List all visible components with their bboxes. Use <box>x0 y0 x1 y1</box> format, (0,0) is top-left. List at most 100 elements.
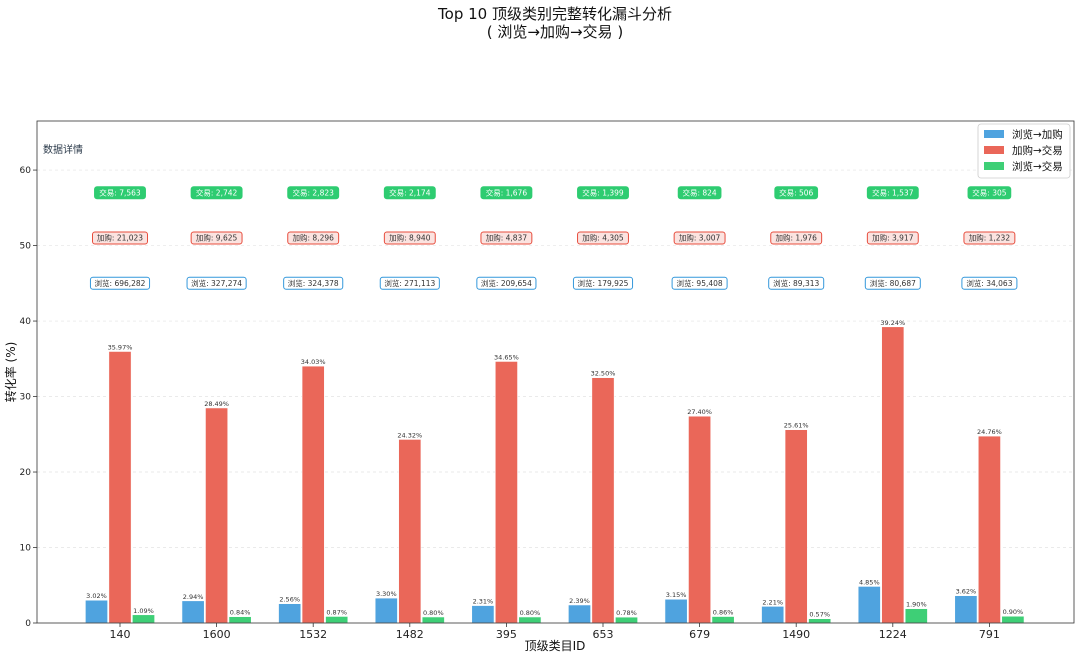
bar-value-label: 1.90% <box>906 601 927 609</box>
detail-box <box>768 276 825 290</box>
detail-box <box>383 231 436 245</box>
detail-box <box>287 231 340 245</box>
bar <box>108 351 132 624</box>
bar <box>904 608 928 624</box>
y-tick-label: 30 <box>20 393 32 403</box>
y-tick-label: 50 <box>20 242 32 252</box>
x-tick-label: 1224 <box>879 628 907 641</box>
bar-value-label: 28.49% <box>204 400 229 408</box>
detail-box-label: 加购: 21,023 <box>97 233 143 243</box>
detail-box <box>89 276 151 290</box>
bar <box>421 616 445 624</box>
bar <box>688 415 712 624</box>
detail-box <box>283 276 344 290</box>
detail-box <box>572 276 634 290</box>
bar <box>301 365 325 624</box>
detail-box <box>774 186 819 200</box>
bar <box>374 597 398 624</box>
detail-box-label: 浏览: 209,654 <box>481 278 532 288</box>
bar-value-label: 0.80% <box>520 609 541 617</box>
bar-value-label: 24.32% <box>397 431 422 439</box>
detail-box-label: 浏览: 327,274 <box>191 278 242 288</box>
bar <box>181 600 205 624</box>
detail-box <box>190 186 243 200</box>
x-tick-label: 1600 <box>203 628 231 641</box>
bar <box>711 616 735 624</box>
detail-box <box>866 231 919 245</box>
detail-box <box>379 276 440 290</box>
chart-subtitle: ( 浏览→加购→交易 ) <box>487 23 623 41</box>
detail-box-label: 浏览: 696,282 <box>95 278 146 288</box>
bar-value-label: 2.56% <box>279 596 300 604</box>
bar-value-label: 0.57% <box>809 611 830 619</box>
detail-box-label: 交易: 2,742 <box>196 187 238 197</box>
bar <box>132 614 155 624</box>
detail-box <box>671 276 728 290</box>
detail-box-label: 加购: 3,917 <box>872 233 914 243</box>
bar <box>954 595 978 624</box>
bar-value-label: 0.90% <box>1003 608 1024 616</box>
detail-box-label: 交易: 7,563 <box>99 187 141 197</box>
bar-value-label: 3.62% <box>956 588 977 596</box>
legend-swatch <box>984 146 1004 154</box>
detail-box-label: 加购: 1,976 <box>776 233 818 243</box>
bar-value-label: 24.76% <box>977 428 1002 436</box>
y-tick-label: 10 <box>20 544 32 554</box>
detail-box <box>577 186 629 200</box>
detail-box-label: 交易: 305 <box>972 187 1006 197</box>
bar-value-label: 4.85% <box>859 578 880 586</box>
bar-value-label: 25.61% <box>784 422 809 430</box>
x-tick-label: 1482 <box>396 628 424 641</box>
detail-box-label: 浏览: 95,408 <box>677 278 723 288</box>
detail-box <box>287 186 340 200</box>
bar-value-label: 0.86% <box>713 609 734 617</box>
bar <box>471 605 495 624</box>
legend-label: 浏览→加购 <box>1012 128 1063 141</box>
detail-box <box>963 231 1016 245</box>
bar <box>664 598 688 624</box>
x-tick-label: 679 <box>689 628 710 641</box>
detail-box-label: 加购: 4,305 <box>582 233 624 243</box>
bar-value-label: 27.40% <box>687 408 712 416</box>
x-tick-label: 653 <box>593 628 614 641</box>
legend-label: 浏览→交易 <box>1012 160 1063 173</box>
detail-box <box>480 186 533 200</box>
bar-value-label: 3.02% <box>86 592 107 600</box>
chart-title: Top 10 顶级类别完整转化漏斗分析 <box>437 5 672 23</box>
x-tick-label: 1532 <box>299 628 327 641</box>
x-tick-label: 395 <box>496 628 517 641</box>
bar <box>398 439 422 624</box>
bar-value-label: 32.50% <box>591 370 616 378</box>
detail-box-label: 浏览: 80,687 <box>870 278 916 288</box>
detail-box-label: 加购: 1,232 <box>969 233 1011 243</box>
detail-box-label: 交易: 824 <box>682 187 716 197</box>
detail-layer: 交易: 7,563 交易: 2,742 交易: 2,823 交易: 2,174 交易: … <box>89 186 1018 290</box>
detail-box <box>480 231 533 245</box>
bar <box>568 604 591 624</box>
bar <box>228 616 252 624</box>
detail-box-label: 浏览: 89,313 <box>773 278 819 288</box>
bar-value-label: 2.31% <box>473 598 494 606</box>
detail-box <box>383 186 436 200</box>
bar-value-label: 0.84% <box>230 609 251 617</box>
detail-box-label: 交易: 2,823 <box>293 187 335 197</box>
detail-box-label: 交易: 1,537 <box>872 187 914 197</box>
bar-value-label: 39.24% <box>880 319 905 327</box>
bar <box>325 616 349 624</box>
detail-box <box>190 231 243 245</box>
axis-layer: 0 10 20 30 40 50 60 140 1600 1532 1482 395 653 679 149… <box>20 166 1000 641</box>
detail-box-label: 交易: 2,174 <box>389 187 431 197</box>
bar <box>784 429 808 624</box>
detail-box-label: 加购: 4,837 <box>486 233 528 243</box>
y-tick-label: 60 <box>20 166 32 176</box>
detail-box-label: 浏览: 179,925 <box>578 278 629 288</box>
bars-layer: 3.02% 2.94% 2.56% 3.30% 2.31% 2.39% 3.15% 2.21%… <box>85 319 1025 624</box>
bar <box>494 361 518 624</box>
legend-swatch <box>984 162 1004 170</box>
bar <box>615 616 638 624</box>
detail-box <box>866 186 919 200</box>
bar <box>761 606 785 624</box>
bar-value-label: 0.78% <box>616 609 637 617</box>
bar-value-label: 34.03% <box>301 358 326 366</box>
